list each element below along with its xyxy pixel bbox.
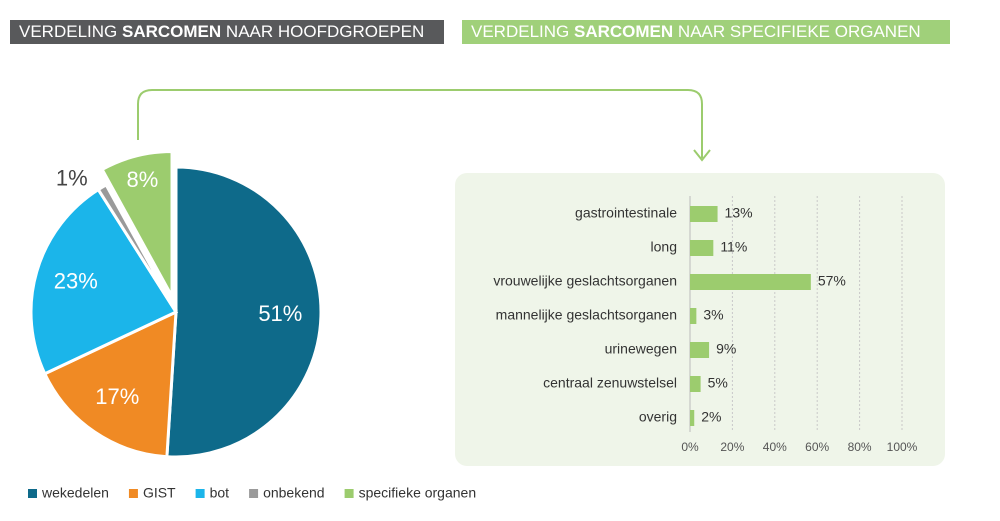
- bar: [690, 240, 714, 256]
- value-label: 2%: [701, 409, 721, 425]
- pie-slice: [100, 150, 174, 298]
- value-label: 11%: [720, 239, 747, 255]
- x-tick-label: 0%: [681, 440, 699, 454]
- x-tick-label: 40%: [763, 440, 787, 454]
- pie-slice: [29, 187, 179, 376]
- pie-label: 23%: [54, 269, 98, 294]
- y-tick-label: vrouwelijke geslachtsorganen: [493, 273, 677, 289]
- y-tick-label: gastrointestinale: [575, 205, 677, 221]
- legend-label: wekedelen: [41, 485, 109, 501]
- header-right: VERDELING SARCOMEN NAAR SPECIFIEKE ORGANEN: [462, 20, 950, 44]
- legend-label: GIST: [143, 485, 176, 501]
- bar: [690, 274, 811, 290]
- value-label: 13%: [725, 205, 753, 221]
- header-text: NAAR HOOFDGROEPEN: [225, 22, 425, 41]
- x-tick-label: 100%: [887, 440, 918, 454]
- bar: [690, 342, 710, 358]
- value-label: 9%: [716, 341, 736, 357]
- arrow-head: [693, 149, 711, 162]
- bar: [690, 308, 697, 324]
- legend-label: bot: [210, 485, 230, 501]
- value-label: 3%: [703, 307, 723, 323]
- header-text: VERDELING: [471, 22, 570, 41]
- y-tick-label: urinewegen: [605, 341, 677, 357]
- value-label: 57%: [818, 273, 846, 289]
- pie-slice: [165, 165, 323, 459]
- legend-swatch: [195, 489, 205, 498]
- y-tick-label: mannelijke geslachtsorganen: [496, 307, 677, 323]
- header-text: SARCOMEN: [574, 22, 674, 41]
- y-tick-label: overig: [639, 409, 677, 425]
- connector-arrow: [137, 89, 703, 158]
- legend-label: specifieke organen: [359, 485, 477, 501]
- pie-label: 1%: [56, 166, 88, 191]
- y-tick-label: long: [651, 239, 677, 255]
- value-label: 5%: [708, 375, 728, 391]
- bar: [690, 206, 718, 222]
- legend-swatch: [28, 489, 37, 498]
- header-left: VERDELING SARCOMEN NAAR HOOFDGROEPEN: [10, 20, 444, 44]
- header-text: SARCOMEN: [122, 22, 222, 41]
- pie-slice: [42, 309, 178, 459]
- pie-label: 51%: [258, 301, 302, 326]
- legend-swatch: [128, 489, 138, 498]
- x-tick-label: 80%: [848, 440, 872, 454]
- bar: [690, 410, 695, 426]
- pie-label: 8%: [127, 167, 159, 192]
- legend-label: onbekend: [263, 485, 325, 501]
- header-text: VERDELING: [19, 22, 118, 41]
- x-tick-label: 60%: [805, 440, 829, 454]
- header-text: NAAR SPECIFIEKE ORGANEN: [677, 22, 921, 41]
- bar-panel: [455, 173, 945, 466]
- x-tick-label: 20%: [720, 440, 744, 454]
- bar: [690, 376, 701, 392]
- legend-swatch: [249, 489, 259, 498]
- legend-swatch: [344, 489, 354, 498]
- y-tick-label: centraal zenuwstelsel: [543, 375, 677, 391]
- pie-slice: [96, 182, 178, 313]
- pie-label: 17%: [95, 384, 139, 409]
